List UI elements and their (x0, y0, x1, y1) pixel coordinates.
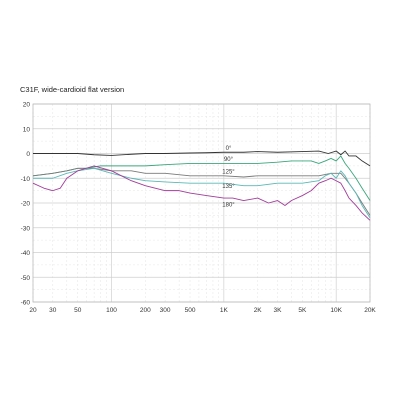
y-tick-label: 10 (23, 126, 31, 133)
y-tick-label: -30 (21, 225, 31, 232)
x-tick-label: 50 (74, 307, 82, 314)
chart-title: C31F, wide-cardioid flat version (20, 85, 124, 94)
y-tick-label: -10 (21, 176, 31, 183)
x-tick-label: 200 (140, 307, 151, 314)
series-labels: 0° 90° 125° 135° 180° (222, 146, 235, 209)
y-tick-label: 20 (23, 102, 31, 109)
x-tick-label: 20K (364, 307, 376, 314)
y-tick-label: -20 (21, 201, 31, 208)
grid (32, 103, 371, 303)
x-tick-label: 500 (185, 307, 196, 314)
series-label-0: 0° (226, 146, 232, 152)
y-tick-label: -40 (21, 250, 31, 257)
series-group (32, 150, 371, 221)
x-tick-label: 5K (298, 307, 307, 314)
x-tick-label: 300 (160, 307, 171, 314)
series-line-0 (33, 150, 371, 167)
y-tick-label: -60 (21, 300, 31, 307)
plot-frame (32, 103, 371, 303)
x-tick-label: 30 (49, 307, 57, 314)
x-tick-label: 20 (29, 307, 37, 314)
x-tick-label: 100 (106, 307, 117, 314)
series-line-3 (33, 167, 371, 219)
series-line-4 (32, 165, 371, 221)
x-tick-label: 3K (273, 307, 282, 314)
y-tick-label: 0 (26, 151, 30, 158)
series-line-2 (32, 167, 371, 216)
y-tick-label: -50 (21, 275, 31, 282)
x-tick-label: 1K (220, 307, 229, 314)
series-label-1: 90° (224, 157, 234, 163)
series-label-3: 135° (222, 184, 235, 190)
x-tick-label: 2K (254, 307, 263, 314)
series-label-2: 125° (222, 169, 235, 175)
x-axis: 20 30 50 100 200 300 500 1K 2K 3K 5K 10K 20K (29, 307, 376, 314)
series-label-4: 180° (222, 203, 235, 209)
y-axis: 20 10 0 -10 -20 -30 -40 -50 -60 (21, 102, 31, 307)
x-tick-label: 10K (330, 307, 342, 314)
